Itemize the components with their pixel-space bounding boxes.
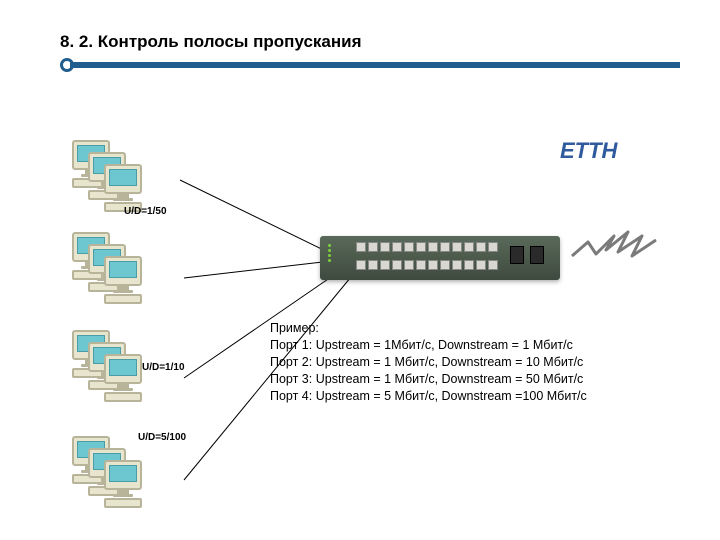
switch-port-icon (392, 242, 402, 252)
pc-cluster-2 (72, 232, 182, 310)
uplink-port-icon (530, 246, 544, 264)
ud-label-2: U/D=1/10 (142, 362, 185, 373)
title-bar (70, 62, 680, 68)
example-text: Пример:Порт 1: Upstream = 1Мбит/с, Downs… (270, 320, 587, 404)
ud-label-1: U/D=1/50 (124, 206, 167, 217)
ud-label-3: U/D=5/100 (138, 432, 186, 443)
switch-port-icon (416, 242, 426, 252)
pc-icon (104, 256, 142, 304)
example-line: Порт 1: Upstream = 1Мбит/с, Downstream =… (270, 337, 587, 354)
switch-port-icon (356, 260, 366, 270)
example-line: Порт 4: Upstream = 5 Мбит/с, Downstream … (270, 388, 587, 405)
pc-icon (104, 460, 142, 508)
fiber-zigzag-icon (570, 230, 660, 275)
switch-port-icon (464, 242, 474, 252)
switch-port-icon (440, 242, 450, 252)
pc-icon (104, 164, 142, 212)
switch-port-icon (380, 242, 390, 252)
switch-port-icon (452, 242, 462, 252)
example-line: Порт 2: Upstream = 1 Мбит/с, Downstream … (270, 354, 587, 371)
switch-port-icon (392, 260, 402, 270)
switch-port-icon (368, 260, 378, 270)
example-line: Порт 3: Upstream = 1 Мбит/с, Downstream … (270, 371, 587, 388)
switch-port-icon (476, 260, 486, 270)
network-switch (320, 236, 560, 280)
title-rule (60, 58, 680, 66)
switch-port-icon (380, 260, 390, 270)
switch-leds (328, 244, 331, 262)
switch-port-icon (368, 242, 378, 252)
switch-port-icon (356, 242, 366, 252)
switch-port-icon (440, 260, 450, 270)
switch-port-icon (416, 260, 426, 270)
switch-port-icon (476, 242, 486, 252)
switch-port-row-top (356, 242, 498, 252)
example-line: Пример: (270, 320, 587, 337)
switch-body (320, 236, 560, 280)
switch-port-icon (428, 260, 438, 270)
switch-port-icon (404, 242, 414, 252)
switch-port-icon (404, 260, 414, 270)
page-title: 8. 2. Контроль полосы пропускания (60, 32, 680, 52)
switch-port-icon (452, 260, 462, 270)
switch-port-icon (488, 260, 498, 270)
switch-port-row-bottom (356, 260, 498, 270)
switch-uplinks (510, 246, 550, 266)
switch-port-icon (428, 242, 438, 252)
etth-label: ETTH (560, 138, 617, 164)
pc-cluster-4 (72, 436, 182, 514)
pc-icon (104, 354, 142, 402)
switch-port-icon (488, 242, 498, 252)
title-area: 8. 2. Контроль полосы пропускания (60, 32, 680, 66)
uplink-port-icon (510, 246, 524, 264)
switch-port-icon (464, 260, 474, 270)
